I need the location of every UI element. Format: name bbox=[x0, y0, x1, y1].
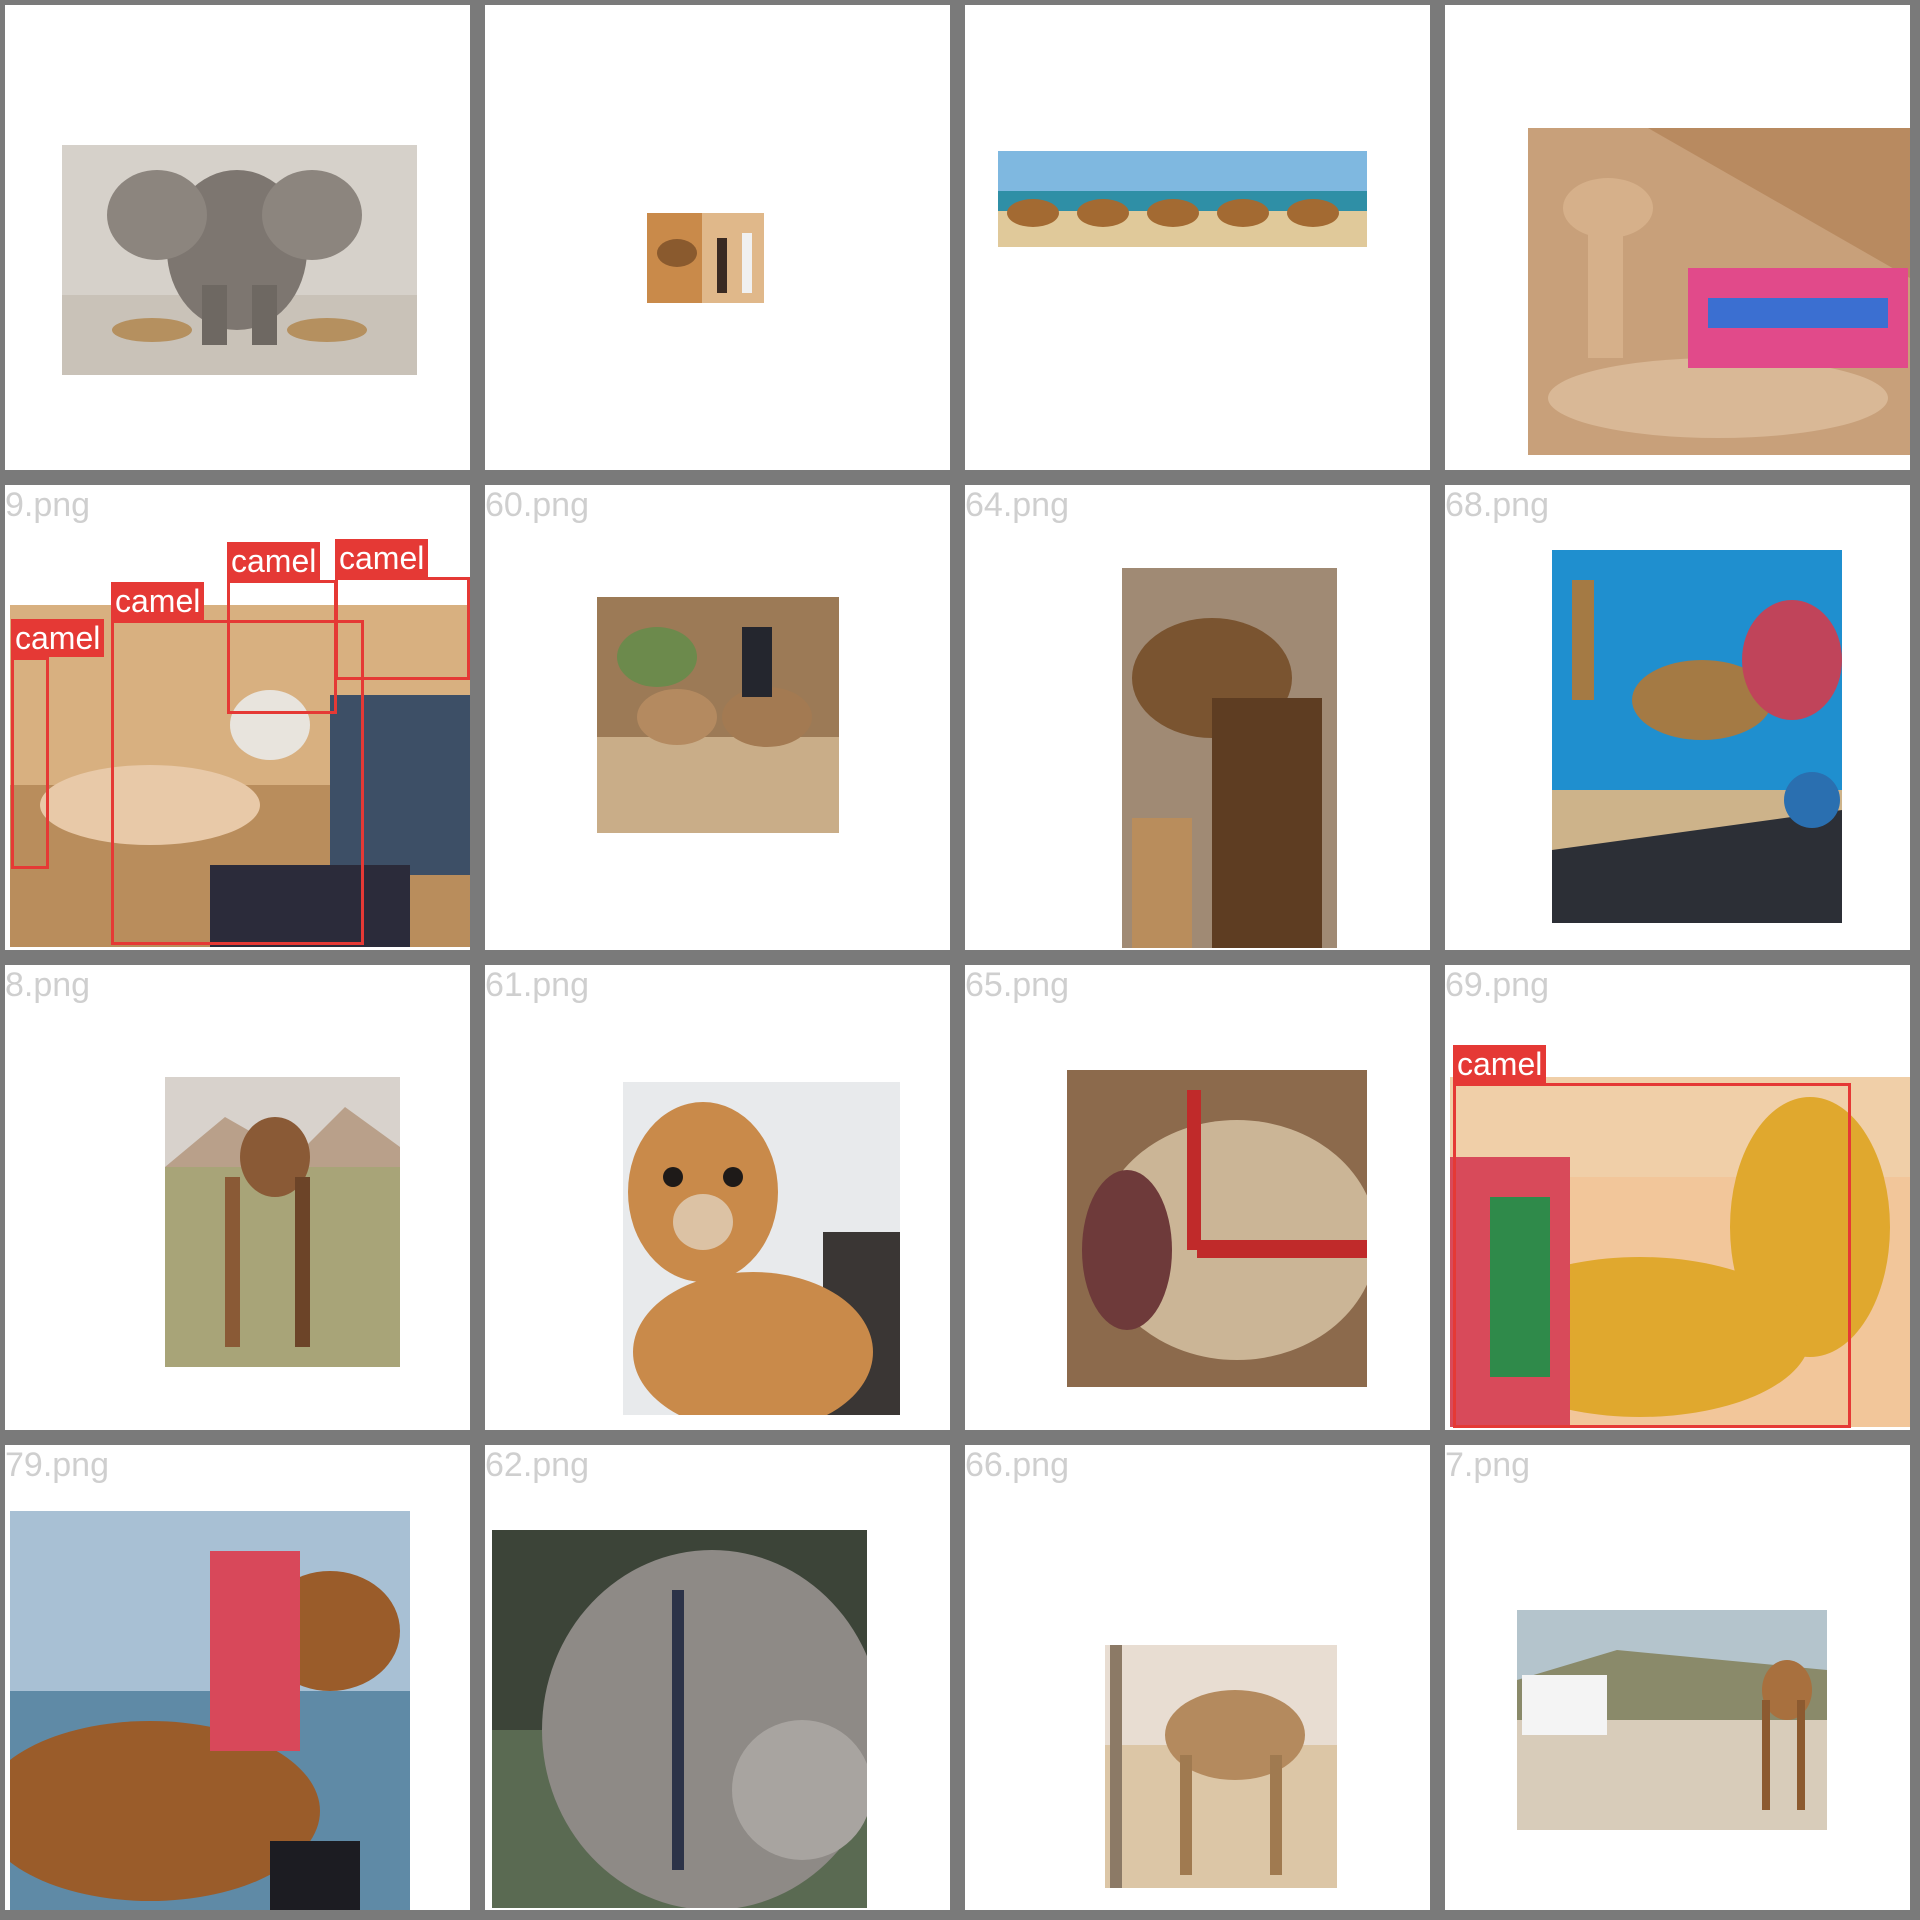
camel-detection-box bbox=[111, 620, 364, 945]
camel-grazing-photo bbox=[165, 1077, 400, 1367]
image-filename: 62.png bbox=[485, 1446, 589, 1484]
grid-cell: 69.png camel bbox=[1445, 965, 1910, 1430]
camel-detection-box bbox=[227, 580, 337, 714]
grid-cell bbox=[1445, 5, 1910, 470]
camel-detection-box bbox=[1453, 1083, 1851, 1428]
camel-detection-box bbox=[11, 657, 49, 869]
decorated-camel-sea-photo bbox=[10, 1511, 410, 1910]
camel-feeding-photo bbox=[10, 605, 470, 947]
camel-detection-label: camel bbox=[1453, 1045, 1547, 1083]
image-filename: 60.png bbox=[485, 486, 589, 524]
decorated-camel-photo bbox=[1450, 1077, 1910, 1427]
camel-detection-label: camel bbox=[11, 619, 105, 657]
camel-detection-label: camel bbox=[335, 539, 429, 577]
camel-open-mouth-photo bbox=[1067, 1070, 1367, 1387]
image-filename: 69.png bbox=[1445, 966, 1549, 1004]
image-filename: 9.png bbox=[5, 486, 91, 524]
grid-cell: 64.png bbox=[965, 485, 1430, 950]
alpaca-face-photo bbox=[623, 1082, 900, 1415]
camel-rider-rocky-photo bbox=[597, 597, 839, 833]
grid-cell bbox=[965, 5, 1430, 470]
desert-camel-standing-photo bbox=[1105, 1645, 1337, 1888]
grey-camel-face-photo bbox=[492, 1530, 867, 1908]
decorated-camel-pyramid-photo bbox=[1528, 128, 1910, 455]
grid-cell bbox=[5, 5, 470, 470]
grid-cell bbox=[485, 5, 950, 470]
grid-cell: 66.png bbox=[965, 1445, 1430, 1910]
grid-cell: 61.png bbox=[485, 965, 950, 1430]
camel-detection-box bbox=[335, 577, 470, 680]
image-filename: 65.png bbox=[965, 966, 1069, 1004]
image-filename: 66.png bbox=[965, 1446, 1069, 1484]
camel-detection-label: camel bbox=[227, 542, 321, 580]
image-filename: 8.png bbox=[5, 966, 91, 1004]
grid-cell: 62.png bbox=[485, 1445, 950, 1910]
image-filename: 79.png bbox=[5, 1446, 109, 1484]
grid-cell: 79.png bbox=[5, 1445, 470, 1910]
camel-cart-photo bbox=[1552, 550, 1842, 923]
elephant-photo bbox=[62, 145, 417, 375]
grid-cell: 7.png bbox=[1445, 1445, 1910, 1910]
camel-caravan-beach-photo bbox=[998, 151, 1367, 247]
image-filename: 61.png bbox=[485, 966, 589, 1004]
camels-suv-photo bbox=[1517, 1610, 1827, 1830]
grid-cell: 65.png bbox=[965, 965, 1430, 1430]
grid-cell: 68.png bbox=[1445, 485, 1910, 950]
camel-detection-label: camel bbox=[111, 582, 205, 620]
desert-camel-photo bbox=[647, 213, 764, 303]
grid-cell: 60.png bbox=[485, 485, 950, 950]
image-filename: 64.png bbox=[965, 486, 1069, 524]
image-filename: 7.png bbox=[1445, 1446, 1531, 1484]
grid-cell: 9.png camel camel camel camel bbox=[5, 485, 470, 950]
image-filename: 68.png bbox=[1445, 486, 1549, 524]
camel-head-trees-photo bbox=[1122, 568, 1337, 948]
grid-cell: 8.png bbox=[5, 965, 470, 1430]
